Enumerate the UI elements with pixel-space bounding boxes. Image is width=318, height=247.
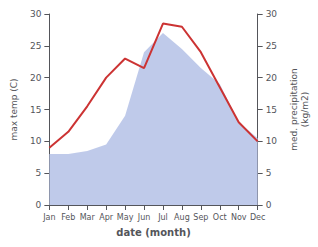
svg-text:5: 5 [266, 168, 272, 178]
svg-text:Sep: Sep [193, 213, 208, 222]
svg-text:20: 20 [30, 73, 42, 83]
svg-text:0: 0 [266, 200, 272, 210]
svg-text:30: 30 [266, 9, 278, 19]
svg-text:date (month): date (month) [116, 227, 190, 238]
svg-text:med. precipitation: med. precipitation [289, 68, 299, 150]
svg-text:max temp (C): max temp (C) [9, 78, 19, 140]
svg-text:May: May [117, 213, 134, 222]
svg-text:(kg/m2): (kg/m2) [300, 92, 310, 127]
svg-text:5: 5 [36, 168, 42, 178]
svg-text:Mar: Mar [80, 213, 96, 222]
svg-text:25: 25 [30, 41, 41, 51]
svg-text:Aug: Aug [174, 213, 190, 222]
svg-text:Jun: Jun [137, 213, 151, 222]
svg-text:25: 25 [266, 41, 277, 51]
svg-text:15: 15 [266, 105, 277, 115]
svg-text:Oct: Oct [213, 213, 227, 222]
svg-text:10: 10 [30, 136, 42, 146]
svg-text:Jan: Jan [42, 213, 55, 222]
svg-text:Feb: Feb [61, 213, 75, 222]
svg-text:15: 15 [30, 105, 41, 115]
svg-text:10: 10 [266, 136, 278, 146]
svg-text:Dec: Dec [250, 213, 265, 222]
svg-text:30: 30 [30, 9, 42, 19]
svg-text:0: 0 [36, 200, 42, 210]
svg-text:Apr: Apr [99, 213, 114, 222]
svg-text:Nov: Nov [231, 213, 247, 222]
svg-text:Jul: Jul [157, 213, 168, 222]
svg-text:20: 20 [266, 73, 278, 83]
